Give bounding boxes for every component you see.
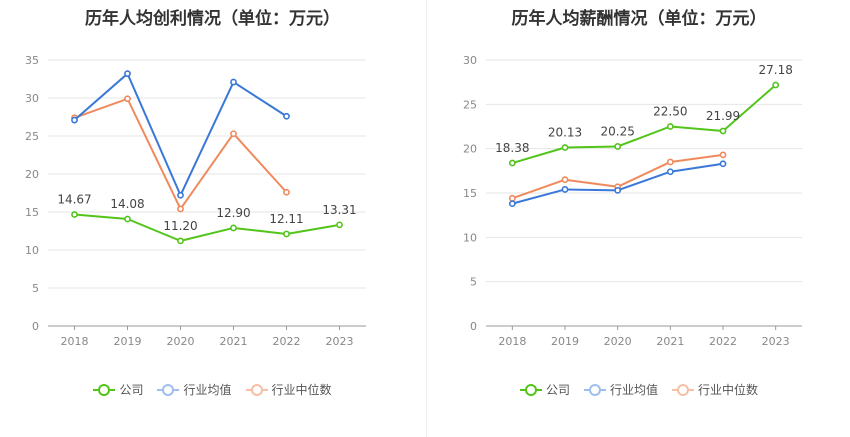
- series-line-公司: [74, 213, 340, 242]
- y-tick-label: 5: [32, 282, 39, 295]
- data-point: [614, 143, 622, 150]
- data-point: [283, 188, 290, 196]
- salary-chart-title: 历年人均薪酬情况（单位：万元）: [511, 9, 767, 29]
- data-label: 21.99: [706, 109, 740, 123]
- data-label: 12.90: [216, 206, 250, 220]
- y-tick-label: 25: [463, 98, 477, 111]
- legend-line-icon: [157, 383, 180, 396]
- legend-line-icon: [583, 383, 606, 396]
- legend-label: 公司: [119, 383, 144, 397]
- data-point: [719, 127, 727, 135]
- data-point: [719, 160, 727, 168]
- data-point: [772, 81, 780, 89]
- y-tick-label: 20: [25, 168, 39, 181]
- data-label: 14.67: [57, 193, 91, 207]
- x-tick-label: 2019: [114, 335, 142, 348]
- data-label: 20.13: [548, 126, 582, 140]
- x-tick-label: 2023: [326, 335, 354, 348]
- y-tick-label: 20: [463, 143, 477, 156]
- y-tick-label: 15: [463, 187, 477, 200]
- data-point: [230, 130, 237, 138]
- profit-chart-title: 历年人均创利情况（单位：万元）: [85, 9, 340, 29]
- legend-item-industry-median[interactable]: 行业中位数: [245, 381, 332, 398]
- data-point: [230, 78, 237, 86]
- legend-label: 行业中位数: [698, 383, 759, 397]
- data-point: [561, 144, 569, 151]
- legend-item-industry-median[interactable]: 行业中位数: [672, 381, 758, 398]
- data-point: [71, 116, 78, 124]
- data-point: [336, 221, 343, 229]
- data-point: [230, 224, 237, 232]
- legend-item-company[interactable]: 公司: [93, 381, 143, 398]
- data-point: [561, 186, 569, 193]
- legend-label: 公司: [545, 383, 570, 397]
- x-tick-label: 2020: [604, 335, 632, 348]
- data-point: [71, 211, 78, 218]
- legend-item-industry-average[interactable]: 行业均值: [583, 381, 658, 398]
- x-tick-label: 2022: [709, 335, 737, 348]
- y-tick-label: 35: [25, 54, 39, 67]
- data-point: [666, 168, 674, 176]
- data-label: 22.50: [653, 105, 687, 119]
- legend-line-icon: [93, 383, 116, 396]
- data-point: [561, 176, 569, 184]
- data-point: [508, 200, 516, 208]
- data-point: [614, 186, 622, 194]
- x-tick-label: 2020: [167, 335, 195, 348]
- data-point: [124, 95, 131, 103]
- legend-item-industry-average[interactable]: 行业均值: [157, 381, 232, 398]
- x-tick-label: 2023: [762, 335, 790, 348]
- series-line-公司: [512, 84, 777, 164]
- x-tick-label: 2018: [498, 335, 526, 348]
- x-tick-label: 2021: [656, 335, 684, 348]
- y-tick-label: 0: [470, 320, 477, 333]
- panel-divider: [426, 0, 427, 437]
- data-label: 11.20: [163, 219, 197, 233]
- x-tick-label: 2019: [551, 335, 579, 348]
- data-point: [283, 230, 290, 238]
- salary-chart-panel: 历年人均薪酬情况（单位：万元） 0 5 10 15 20 25 30 2018 2019 2020…: [428, 0, 850, 437]
- legend-label: 行业中位数: [271, 383, 332, 397]
- data-label: 13.31: [322, 203, 356, 217]
- x-tick-label: 2018: [61, 335, 89, 348]
- data-point: [666, 158, 674, 166]
- data-point: [508, 159, 516, 167]
- data-point: [177, 191, 184, 199]
- profit-chart-legend: 公司 行业均值 行业中位数: [0, 381, 425, 398]
- data-label: 12.11: [269, 212, 303, 226]
- legend-line-icon: [519, 383, 542, 396]
- legend-line-icon: [672, 383, 694, 396]
- y-tick-label: 10: [463, 231, 477, 244]
- legend-label: 行业均值: [183, 383, 232, 397]
- data-point: [177, 205, 184, 213]
- legend-item-company[interactable]: 公司: [519, 381, 570, 398]
- x-tick-label: 2021: [220, 335, 248, 348]
- salary-chart: 0 5 10 15 20 25 30 2018 2019 2020 2021 2022 2023 18.3…: [463, 54, 802, 348]
- data-point: [666, 123, 674, 130]
- y-tick-label: 0: [32, 320, 39, 333]
- y-tick-label: 15: [25, 206, 39, 219]
- data-label: 14.08: [110, 197, 144, 211]
- x-tick-label: 2022: [273, 335, 301, 348]
- data-point: [177, 237, 184, 245]
- data-label: 27.18: [758, 63, 792, 77]
- profit-chart-panel: 历年人均创利情况（单位：万元） 0 5 10 15 20 25 30 35 2018 2019 20…: [0, 9, 425, 398]
- data-point: [283, 112, 290, 120]
- data-point: [124, 70, 131, 78]
- y-tick-label: 5: [470, 276, 477, 289]
- data-label: 20.25: [600, 124, 634, 138]
- data-point: [508, 194, 516, 202]
- data-point: [124, 215, 131, 223]
- data-point: [719, 151, 727, 159]
- y-tick-label: 30: [463, 54, 477, 67]
- y-tick-label: 30: [25, 92, 39, 105]
- data-label: 18.38: [495, 141, 529, 155]
- series-line-行业均值: [73, 72, 288, 197]
- salary-chart-legend: 公司 行业均值 行业中位数: [428, 381, 850, 398]
- y-tick-label: 25: [25, 130, 39, 143]
- legend-label: 行业均值: [609, 383, 658, 397]
- y-tick-label: 10: [25, 244, 39, 257]
- legend-line-icon: [245, 383, 268, 396]
- profit-chart: 0 5 10 15 20 25 30 35 2018 2019 2020 2021 2022 2023 14…: [25, 54, 366, 348]
